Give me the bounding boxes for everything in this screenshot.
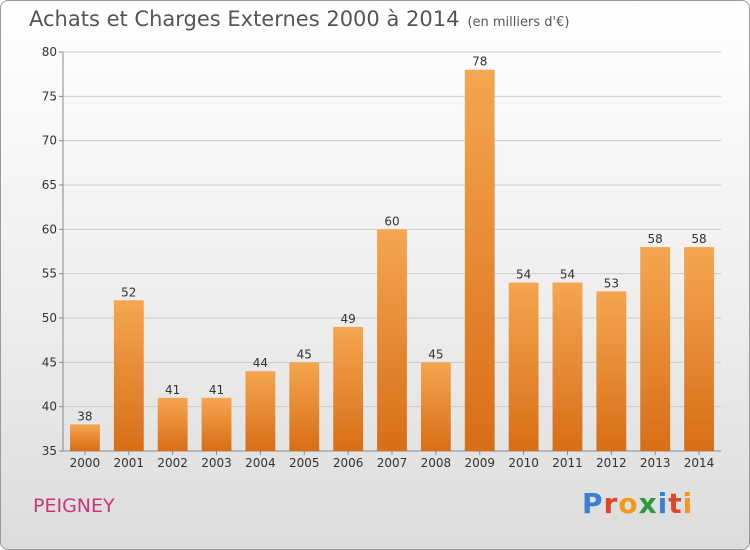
value-label: 58: [691, 232, 706, 246]
bar: [201, 397, 232, 451]
bar: [464, 69, 495, 451]
x-tick-label: 2000: [70, 456, 101, 470]
bar: [289, 362, 320, 451]
y-tick-label: 50: [42, 311, 57, 325]
value-label: 41: [209, 383, 224, 397]
x-tick-label: 2009: [464, 456, 495, 470]
value-label: 49: [340, 312, 355, 326]
y-tick-label: 40: [42, 400, 57, 414]
bar: [377, 229, 407, 451]
x-tick-label: 2013: [640, 456, 671, 470]
chart-unit: (en milliers d'€): [467, 15, 570, 30]
chart-title-text: Achats et Charges Externes 2000 à 2014: [29, 7, 460, 31]
bar: [333, 326, 364, 451]
x-tick-label: 2012: [596, 456, 627, 470]
bar: [157, 397, 188, 451]
y-tick-label: 45: [42, 355, 57, 369]
value-label: 52: [121, 285, 136, 299]
bar: [508, 282, 539, 451]
logo-letter: r: [603, 487, 619, 520]
bar: [70, 424, 100, 451]
tick-labels: 35 40 45 50 55 60 65 70 75 80 2000 2001 2002 2003 2004…: [42, 45, 715, 470]
chart-title: Achats et Charges Externes 2000 à 2014 (e…: [29, 7, 569, 31]
proxiti-logo: Proxiti: [582, 487, 693, 520]
value-label: 60: [384, 214, 399, 228]
value-label: 38: [77, 409, 92, 423]
x-tick-label: 2002: [157, 456, 188, 470]
x-tick-label: 2011: [552, 456, 583, 470]
y-tick-label: 70: [42, 134, 57, 148]
x-tick-label: 2014: [684, 456, 715, 470]
value-label: 54: [560, 268, 575, 282]
value-label: 45: [428, 347, 443, 361]
x-tick-label: 2003: [201, 456, 232, 470]
bar: [420, 362, 451, 451]
logo-letter: o: [618, 487, 639, 520]
x-tick-label: 2005: [289, 456, 320, 470]
logo-letter: t: [668, 487, 683, 520]
value-label: 78: [472, 55, 487, 69]
y-tick-label: 60: [42, 222, 57, 236]
value-labels: 38 52 41 41 44 45 49 60 45 78 54 54 53 58 58: [77, 55, 706, 424]
y-tick-label: 75: [42, 89, 57, 103]
logo-letter: x: [638, 487, 658, 520]
x-tick-label: 2006: [333, 456, 364, 470]
y-tick-label: 35: [42, 444, 57, 458]
x-tick-label: 2001: [114, 456, 145, 470]
y-tick-label: 55: [42, 267, 57, 281]
bar: [113, 300, 144, 451]
value-label: 58: [648, 232, 663, 246]
x-tick-label: 2004: [245, 456, 276, 470]
x-tick-label: 2010: [508, 456, 539, 470]
bar: [640, 247, 671, 451]
x-tick-label: 2007: [377, 456, 408, 470]
y-tick-label: 80: [42, 45, 57, 59]
bar: [684, 247, 714, 451]
bars: [70, 69, 714, 451]
value-label: 54: [516, 268, 531, 282]
value-label: 53: [604, 276, 619, 290]
bar: [245, 371, 276, 451]
logo-letter: P: [582, 487, 604, 520]
y-tick-label: 65: [42, 178, 57, 192]
logo-letter: i: [657, 487, 669, 520]
value-label: 45: [297, 347, 312, 361]
value-label: 44: [253, 356, 268, 370]
x-tick-label: 2008: [421, 456, 452, 470]
bar: [552, 282, 583, 451]
value-label: 41: [165, 383, 180, 397]
bar: [596, 291, 627, 451]
logo-letter: i: [682, 487, 694, 520]
commune-name: PEIGNEY: [33, 495, 115, 517]
